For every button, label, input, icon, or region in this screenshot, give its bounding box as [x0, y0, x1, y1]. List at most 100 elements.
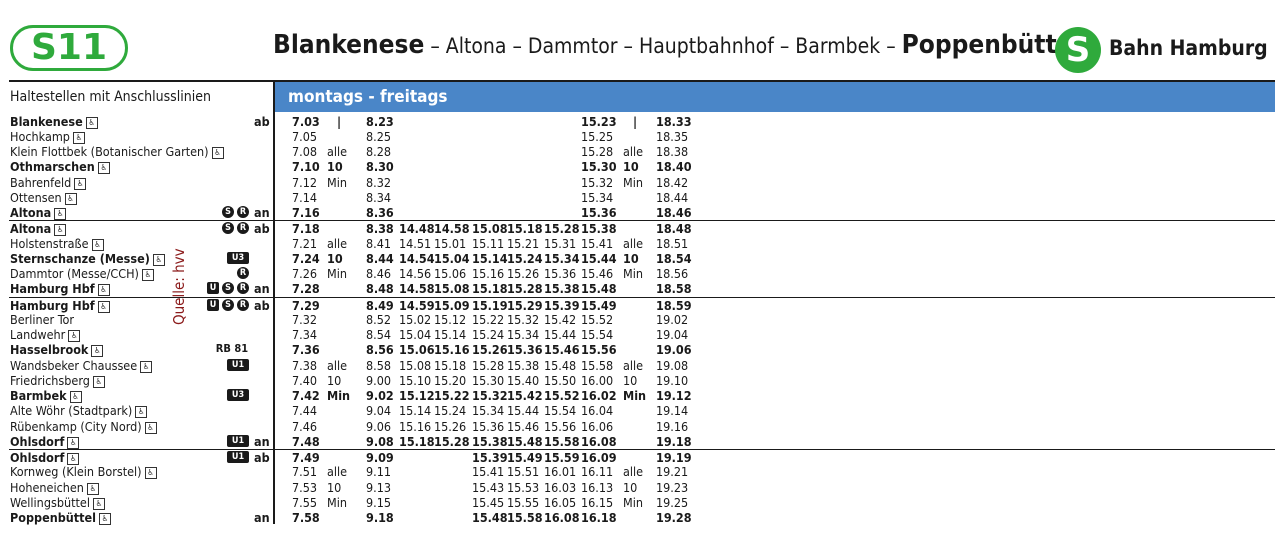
time-midday: 15.59	[544, 450, 580, 465]
time-midday: 15.38	[507, 357, 540, 373]
time-second: 8.44	[366, 250, 394, 266]
time-evening: 19.21	[656, 464, 689, 480]
frequency-note: 10	[327, 479, 342, 495]
wheelchair-icon: ♿	[211, 147, 224, 159]
time-second: 9.04	[366, 403, 392, 419]
time-evening: 18.38	[656, 144, 689, 159]
arrival-departure-marker: an	[254, 510, 270, 525]
table-row: Klein Flottbek (Botanischer Garten) ♿ 7.08…	[9, 144, 1275, 159]
table-row: Friedrichsberg ♿ 7.40 10 9.00 15.10 15.20 15.30…	[9, 373, 1275, 388]
time-midday: 15.40	[507, 372, 540, 388]
time-afternoon: 15.28	[581, 144, 614, 159]
sbahn-s-icon: S	[1055, 27, 1101, 73]
frequency-note: alle	[623, 144, 644, 159]
wheelchair-icon: ♿	[152, 253, 165, 266]
time-midday: 15.48	[581, 281, 617, 297]
time-early: 7.10	[292, 159, 320, 175]
connection-r-icon: R	[237, 267, 249, 279]
time-midday: 15.51	[507, 464, 540, 480]
weekday-band: montags - freitags	[274, 82, 1275, 112]
frequency-note: 10	[327, 159, 343, 175]
time-early: 7.44	[292, 403, 318, 419]
table-row: Alte Wöhr (Stadtpark) ♿ 7.44 9.04 15.14 15.24…	[9, 403, 1275, 419]
time-midday: 15.28	[544, 221, 580, 237]
time-midday: 14.54	[399, 250, 435, 266]
table-row: Landwehr ♿ 7.34 8.54 15.04 15.14 15.24 15.34 15.…	[9, 327, 1275, 342]
stop-name: Altona ♿	[10, 205, 67, 220]
time-evening: 19.16	[656, 418, 689, 434]
stop-name: Kornweg (Klein Borstel) ♿	[10, 464, 157, 480]
time-early: 7.40	[292, 372, 318, 388]
time-midday: 15.53	[507, 479, 540, 495]
time-midday: 16.15	[581, 494, 614, 510]
time-midday: 15.18	[507, 221, 543, 237]
timetable-header: S11 Blankenese – Altona – Dammtor – Haup…	[0, 0, 1281, 80]
time-midday: 15.22	[434, 388, 470, 403]
time-evening: 19.02	[656, 311, 689, 327]
frequency-note: 10	[623, 250, 639, 266]
time-evening: 18.35	[656, 128, 689, 144]
stop-name: Hasselbrook ♿	[10, 342, 104, 358]
time-midday: 15.34	[507, 327, 540, 342]
table-row: Rübenkamp (City Nord) ♿ 7.46 9.06 15.16 15.26…	[9, 419, 1275, 434]
stop-name: Altona ♿	[10, 221, 67, 237]
wheelchair-icon: ♿	[85, 116, 98, 129]
wheelchair-icon: ♿	[67, 453, 80, 465]
time-evening: 18.44	[656, 189, 689, 205]
wheelchair-icon: ♿	[74, 177, 87, 190]
stop-name: Bahrenfeld ♿	[10, 175, 87, 190]
time-midday: 15.14	[472, 250, 508, 266]
time-early: 7.51	[292, 464, 318, 480]
time-early: 7.58	[292, 510, 320, 525]
stop-name: Othmarschen ♿	[10, 159, 110, 175]
time-early: 7.29	[292, 297, 320, 313]
time-evening: 19.25	[656, 494, 689, 510]
wheelchair-icon: ♿	[86, 482, 99, 495]
time-evening: 18.40	[656, 159, 692, 175]
stop-name-text: Ottensen	[10, 189, 62, 205]
time-second: 8.41	[366, 235, 392, 251]
table-row: Barmbek ♿ U3 7.42 Min 9.02 15.12 15.22 15.32 15.4…	[9, 388, 1275, 403]
stop-name-text: Poppenbüttel	[10, 510, 96, 525]
frequency-note: 10	[623, 372, 638, 388]
time-early: 7.14	[292, 189, 318, 205]
time-early: 7.21	[292, 235, 318, 251]
stop-name: Friedrichsberg ♿	[10, 373, 105, 388]
time-afternoon: 15.34	[581, 189, 614, 205]
time-midday: 16.08	[544, 510, 580, 525]
stop-name-text: Hoheneichen	[10, 479, 84, 495]
connection-r-icon: R	[237, 206, 249, 218]
table-row: Kornweg (Klein Borstel) ♿ 7.51 alle 9.11 15.4…	[9, 464, 1275, 480]
time-midday: 15.04	[399, 327, 432, 342]
wheelchair-icon: ♿	[72, 131, 85, 144]
time-midday: 15.36	[544, 266, 577, 281]
time-midday: 15.19	[472, 297, 508, 313]
time-midday: 15.11	[472, 235, 505, 251]
time-early: 7.32	[292, 311, 318, 327]
time-midday: 15.41	[472, 464, 505, 480]
time-second: 9.11	[366, 464, 392, 480]
time-evening: 18.54	[656, 250, 692, 266]
time-midday: 15.30	[472, 372, 505, 388]
time-early: 7.38	[292, 357, 318, 373]
table-row: Ottensen ♿ 7.14 8.34 15.34 18.44	[9, 190, 1275, 205]
time-midday: 15.12	[399, 388, 435, 403]
stop-name-text: Ohlsdorf	[10, 450, 65, 465]
frequency-note: alle	[327, 357, 348, 373]
wheelchair-icon: ♿	[91, 238, 104, 251]
time-midday: 15.32	[507, 311, 540, 327]
connection-u3-icon: U3	[227, 389, 249, 401]
stop-name: Barmbek ♿	[10, 388, 82, 403]
time-afternoon: 15.25	[581, 128, 614, 144]
time-evening: 19.10	[656, 372, 689, 388]
stop-name: Wandsbeker Chaussee ♿	[10, 358, 153, 373]
wheelchair-icon: ♿	[97, 300, 110, 313]
time-midday: 15.48	[507, 433, 543, 449]
stop-name: Sternschanze (Messe) ♿	[10, 251, 165, 266]
time-early: 7.18	[292, 221, 320, 237]
table-row: Ohlsdorf ♿ U1 ab 7.49 9.09 15.39 15.49 15.59 16.0…	[9, 449, 1275, 465]
time-evening: 18.59	[656, 297, 692, 313]
frequency-note: 10	[623, 159, 639, 175]
time-evening: 19.06	[656, 342, 692, 358]
